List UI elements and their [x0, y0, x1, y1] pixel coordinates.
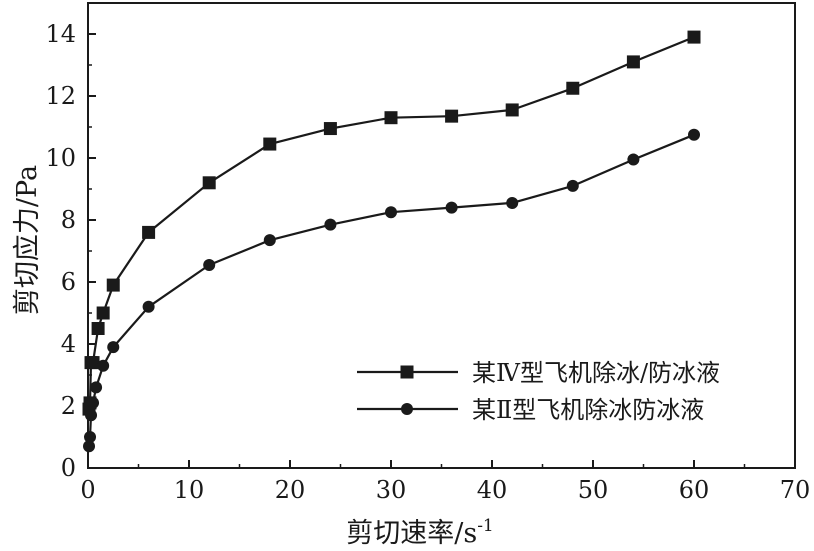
- data-point: [687, 30, 701, 44]
- x-tick-label: 40: [477, 476, 508, 504]
- series-1: [82, 30, 701, 416]
- data-point: [83, 440, 96, 453]
- x-axis-ticks: 0 10 20 30 40 50 60 70: [80, 460, 810, 504]
- x-axis-title-text: 剪切速率/s: [346, 518, 477, 549]
- y-tick-label: 2: [61, 392, 76, 420]
- legend-item: 某Ⅱ型飞机除冰防冰液: [357, 396, 704, 424]
- data-point: [263, 234, 276, 247]
- data-point: [323, 122, 337, 136]
- x-tick-label: 60: [679, 476, 710, 504]
- series-2: [83, 128, 700, 453]
- data-point: [84, 431, 97, 443]
- y-tick-label: 4: [61, 330, 76, 358]
- data-point: [263, 137, 277, 151]
- legend-label: 某Ⅱ型飞机除冰防冰液: [472, 396, 704, 424]
- data-point: [202, 176, 216, 190]
- y-axis-ticks: 0 2 4 6 8 10 12 14: [45, 20, 96, 482]
- data-point: [445, 201, 458, 214]
- data-point: [385, 206, 397, 219]
- x-axis-title-superscript: -1: [477, 516, 494, 536]
- data-point: [626, 55, 640, 69]
- x-tick-label: 70: [780, 476, 811, 504]
- data-point: [85, 409, 98, 422]
- x-axis-title: 剪切速率/s-1: [346, 516, 494, 549]
- y-tick-label: 12: [45, 82, 76, 110]
- data-point: [506, 196, 519, 209]
- data-point: [96, 306, 110, 320]
- data-point: [203, 258, 216, 271]
- data-point: [384, 111, 398, 125]
- series-line: [87, 36, 695, 410]
- y-tick-label: 0: [61, 454, 76, 482]
- x-tick-label: 30: [376, 476, 407, 504]
- data-point: [505, 103, 519, 117]
- data-point: [87, 396, 100, 409]
- data-point: [90, 381, 103, 394]
- data-point: [86, 356, 100, 370]
- data-point: [445, 109, 459, 123]
- legend-label: 某Ⅳ型飞机除冰/防冰液: [472, 359, 720, 387]
- x-tick-label: 20: [275, 476, 306, 504]
- data-point: [97, 359, 110, 372]
- x-tick-label: 10: [174, 476, 205, 504]
- data-point: [106, 278, 120, 292]
- data-point: [566, 179, 579, 192]
- data-point: [688, 128, 700, 141]
- y-axis-title: 剪切应力/Pa: [12, 165, 43, 315]
- data-point: [142, 300, 155, 313]
- legend-item: 某Ⅳ型飞机除冰/防冰液: [357, 359, 720, 387]
- y-tick-label: 14: [45, 20, 76, 48]
- x-tick-label: 50: [578, 476, 609, 504]
- data-point: [324, 218, 337, 231]
- legend-marker: [400, 365, 414, 379]
- y-tick-label: 6: [61, 268, 76, 296]
- data-point: [107, 341, 120, 354]
- data-point: [627, 153, 640, 166]
- y-tick-label: 10: [45, 144, 76, 172]
- y-tick-label: 8: [61, 206, 76, 234]
- data-point: [142, 225, 156, 239]
- data-point: [566, 81, 580, 95]
- data-point: [91, 322, 105, 335]
- series-layer: [82, 30, 701, 453]
- x-tick-label: 0: [80, 476, 95, 504]
- legend-marker: [401, 403, 413, 415]
